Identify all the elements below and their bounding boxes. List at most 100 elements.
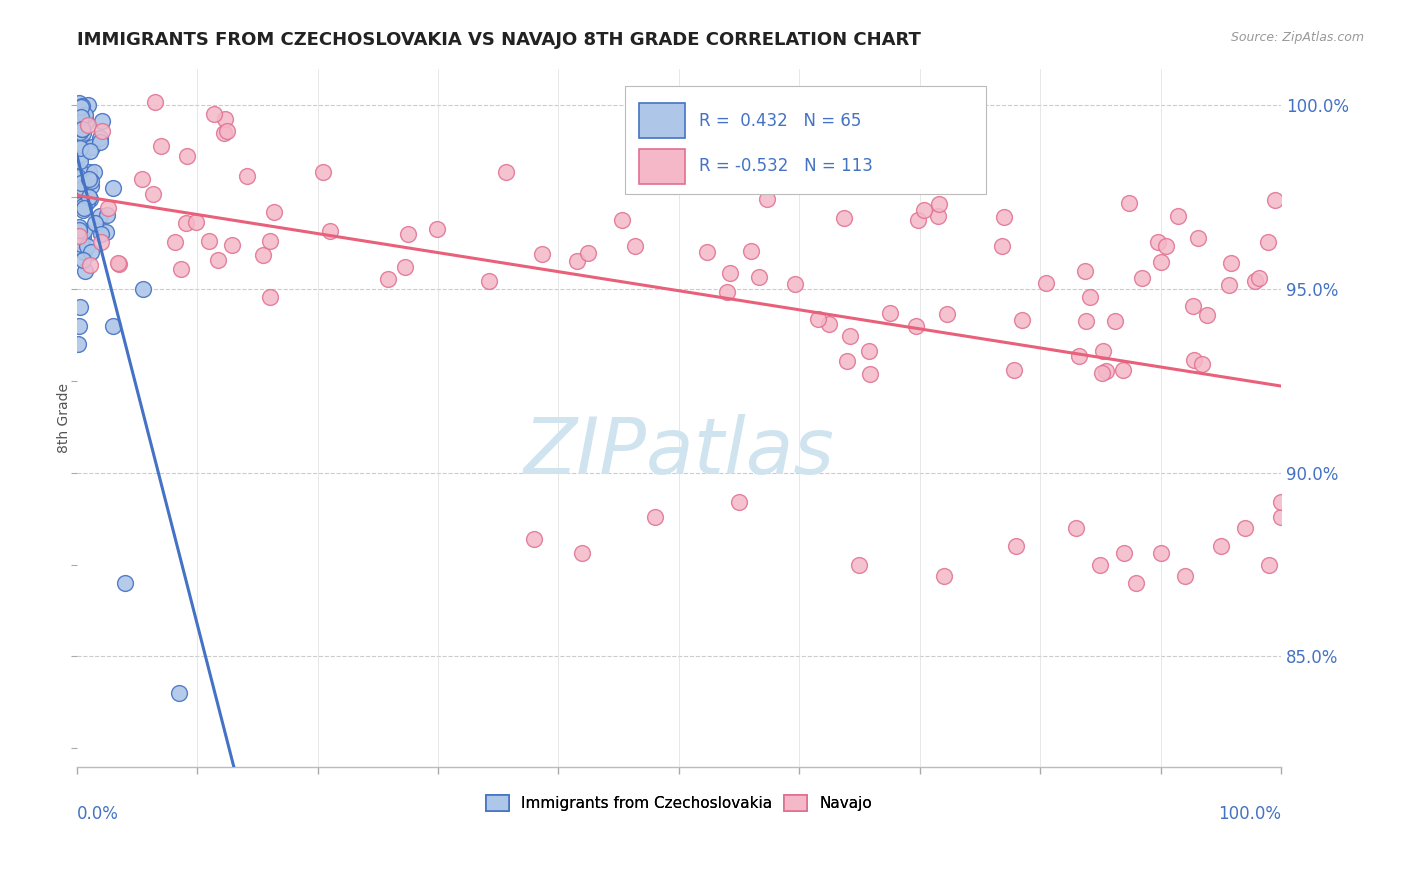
Point xyxy=(197,235,219,249)
Point xyxy=(76,97,98,112)
Point xyxy=(1218,277,1240,292)
Point xyxy=(73,174,96,188)
Point xyxy=(89,130,111,145)
Point xyxy=(1011,313,1033,327)
Point xyxy=(83,164,105,178)
Point xyxy=(859,368,882,382)
Point xyxy=(928,197,950,211)
Point xyxy=(66,136,89,150)
Point xyxy=(394,260,416,274)
Point xyxy=(478,274,501,288)
Point xyxy=(75,115,97,129)
Point xyxy=(76,118,98,132)
Point xyxy=(259,234,281,248)
Point xyxy=(912,202,935,217)
Point xyxy=(993,210,1015,224)
Point xyxy=(72,231,94,245)
Point xyxy=(75,263,97,277)
Point xyxy=(1076,314,1098,328)
Point xyxy=(1219,255,1241,269)
Point xyxy=(96,209,118,223)
Point xyxy=(748,270,770,285)
Point xyxy=(1249,270,1271,285)
Point xyxy=(69,301,91,315)
Point xyxy=(1091,366,1114,380)
Point xyxy=(69,141,91,155)
Point xyxy=(72,126,94,140)
Point xyxy=(1114,547,1136,561)
Point xyxy=(70,176,93,190)
Point xyxy=(69,164,91,178)
Point xyxy=(1130,271,1153,285)
Point xyxy=(1270,509,1292,524)
Point xyxy=(1191,357,1213,371)
Point xyxy=(83,216,105,230)
Point xyxy=(838,328,860,343)
Point xyxy=(624,239,647,253)
Point xyxy=(576,246,599,260)
Point xyxy=(174,216,197,230)
FancyBboxPatch shape xyxy=(640,149,685,184)
Point xyxy=(70,110,93,124)
Point xyxy=(73,108,96,122)
Point xyxy=(66,197,89,211)
Point xyxy=(66,337,89,351)
Point xyxy=(1264,193,1286,207)
Point xyxy=(70,122,93,136)
Point xyxy=(426,221,449,235)
Point xyxy=(77,171,100,186)
Point xyxy=(1147,235,1170,250)
Point xyxy=(644,509,666,524)
Point xyxy=(1257,235,1279,250)
Point xyxy=(207,252,229,267)
Point xyxy=(319,224,342,238)
Point xyxy=(1244,274,1267,288)
Point xyxy=(263,204,285,219)
Point xyxy=(67,197,90,211)
Point xyxy=(90,227,112,241)
Point xyxy=(69,153,91,168)
Point xyxy=(73,245,96,260)
Point xyxy=(1090,558,1112,572)
Point xyxy=(1197,308,1219,322)
Point xyxy=(879,306,901,320)
Point xyxy=(1125,575,1147,590)
Point xyxy=(1187,231,1209,245)
Point xyxy=(150,139,173,153)
Point xyxy=(214,112,236,127)
Point xyxy=(170,262,193,277)
Point xyxy=(1181,299,1204,313)
Point xyxy=(927,210,949,224)
Point xyxy=(108,257,131,271)
Point xyxy=(186,215,208,229)
Point xyxy=(79,258,101,272)
Point xyxy=(76,239,98,253)
Point xyxy=(236,169,259,183)
Point xyxy=(396,227,419,241)
Point xyxy=(72,137,94,152)
Point xyxy=(72,199,94,213)
Point xyxy=(143,95,166,110)
Point xyxy=(67,222,90,236)
Point xyxy=(1174,568,1197,582)
Point xyxy=(131,171,153,186)
Point xyxy=(72,252,94,267)
Point xyxy=(72,202,94,217)
Point xyxy=(1078,290,1101,304)
Point xyxy=(142,187,165,202)
Point xyxy=(571,547,593,561)
Point xyxy=(1064,521,1087,535)
Point xyxy=(1095,364,1118,378)
Point xyxy=(114,575,136,590)
Point xyxy=(907,212,929,227)
Point xyxy=(70,100,93,114)
Point xyxy=(991,239,1014,253)
Text: R = -0.532   N = 113: R = -0.532 N = 113 xyxy=(699,157,873,175)
Point xyxy=(1112,363,1135,377)
Point xyxy=(932,568,955,582)
Point xyxy=(67,229,90,244)
Point xyxy=(94,225,117,239)
Point xyxy=(1149,547,1171,561)
Point xyxy=(1035,277,1057,291)
Point xyxy=(72,181,94,195)
